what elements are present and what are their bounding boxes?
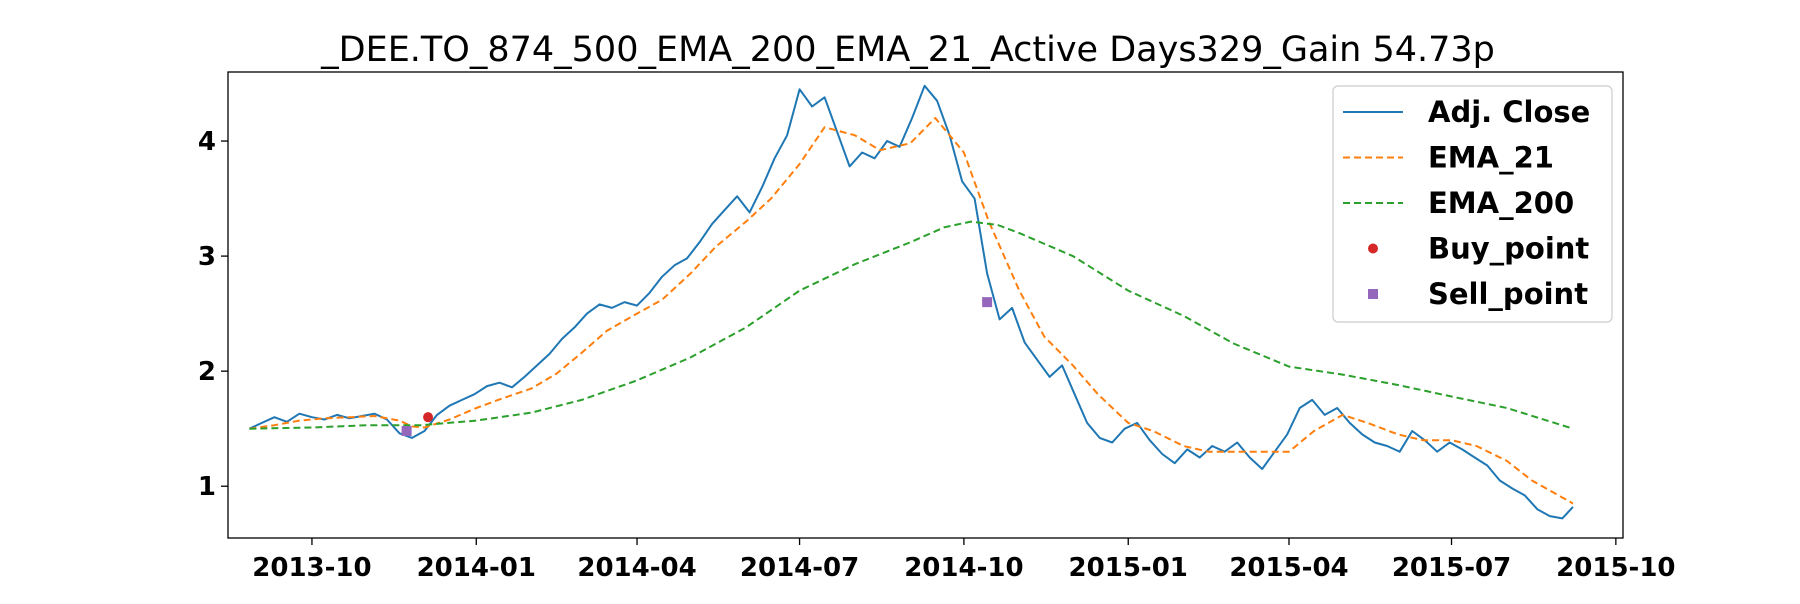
legend-swatch-buy-point: [1368, 243, 1378, 254]
y-tick-label-1: 2: [198, 357, 216, 387]
y-tick-label-0: 1: [198, 472, 216, 502]
legend-label-ema-21: EMA_21: [1428, 141, 1554, 175]
marker-sell-point-1: [982, 297, 993, 308]
series-line-ema-200: [249, 220, 1574, 430]
x-tick-label-7: 2015-07: [1392, 553, 1511, 583]
legend-box: [1332, 85, 1613, 323]
series-line-ema-21: [249, 117, 1574, 505]
marker-layer: [401, 297, 993, 436]
x-tick-label-4: 2014-10: [904, 553, 1023, 583]
x-tick-label-2: 2014-04: [577, 553, 696, 583]
y-tick-label-3: 4: [198, 127, 216, 157]
x-tick-label-0: 2013-10: [252, 553, 371, 583]
x-tick-label-1: 2014-01: [417, 553, 536, 583]
legend-swatch-sell-point: [1368, 289, 1378, 299]
x-tick-label-6: 2015-04: [1229, 553, 1348, 583]
x-tick-label-8: 2015-10: [1556, 553, 1675, 583]
legend-label-ema-200: EMA_200: [1428, 186, 1574, 220]
axis-layer: 2013-10 2014-01 2014-04 2014-07 2014-10 2015-…: [198, 127, 1676, 583]
y-tick-label-2: 3: [198, 242, 216, 272]
series-line-adj-close: [248, 84, 1574, 520]
legend: Adj. Close EMA_21 EMA_200 Buy_point Sell_poi…: [1332, 85, 1613, 323]
chart-title: _DEE.TO_874_500_EMA_200_EMA_21_Active Da…: [320, 30, 1495, 70]
x-tick-label-5: 2015-01: [1069, 553, 1188, 583]
plot-frame: [227, 71, 1624, 539]
legend-label-adj-close: Adj. Close: [1428, 95, 1590, 129]
marker-sell-point-0: [401, 425, 412, 436]
x-tick-label-3: 2014-07: [740, 553, 859, 583]
legend-label-sell-point: Sell_point: [1428, 277, 1588, 311]
marker-buy-point-0: [423, 412, 434, 423]
series-layer: [248, 84, 1574, 520]
legend-label-buy-point: Buy_point: [1428, 232, 1589, 266]
